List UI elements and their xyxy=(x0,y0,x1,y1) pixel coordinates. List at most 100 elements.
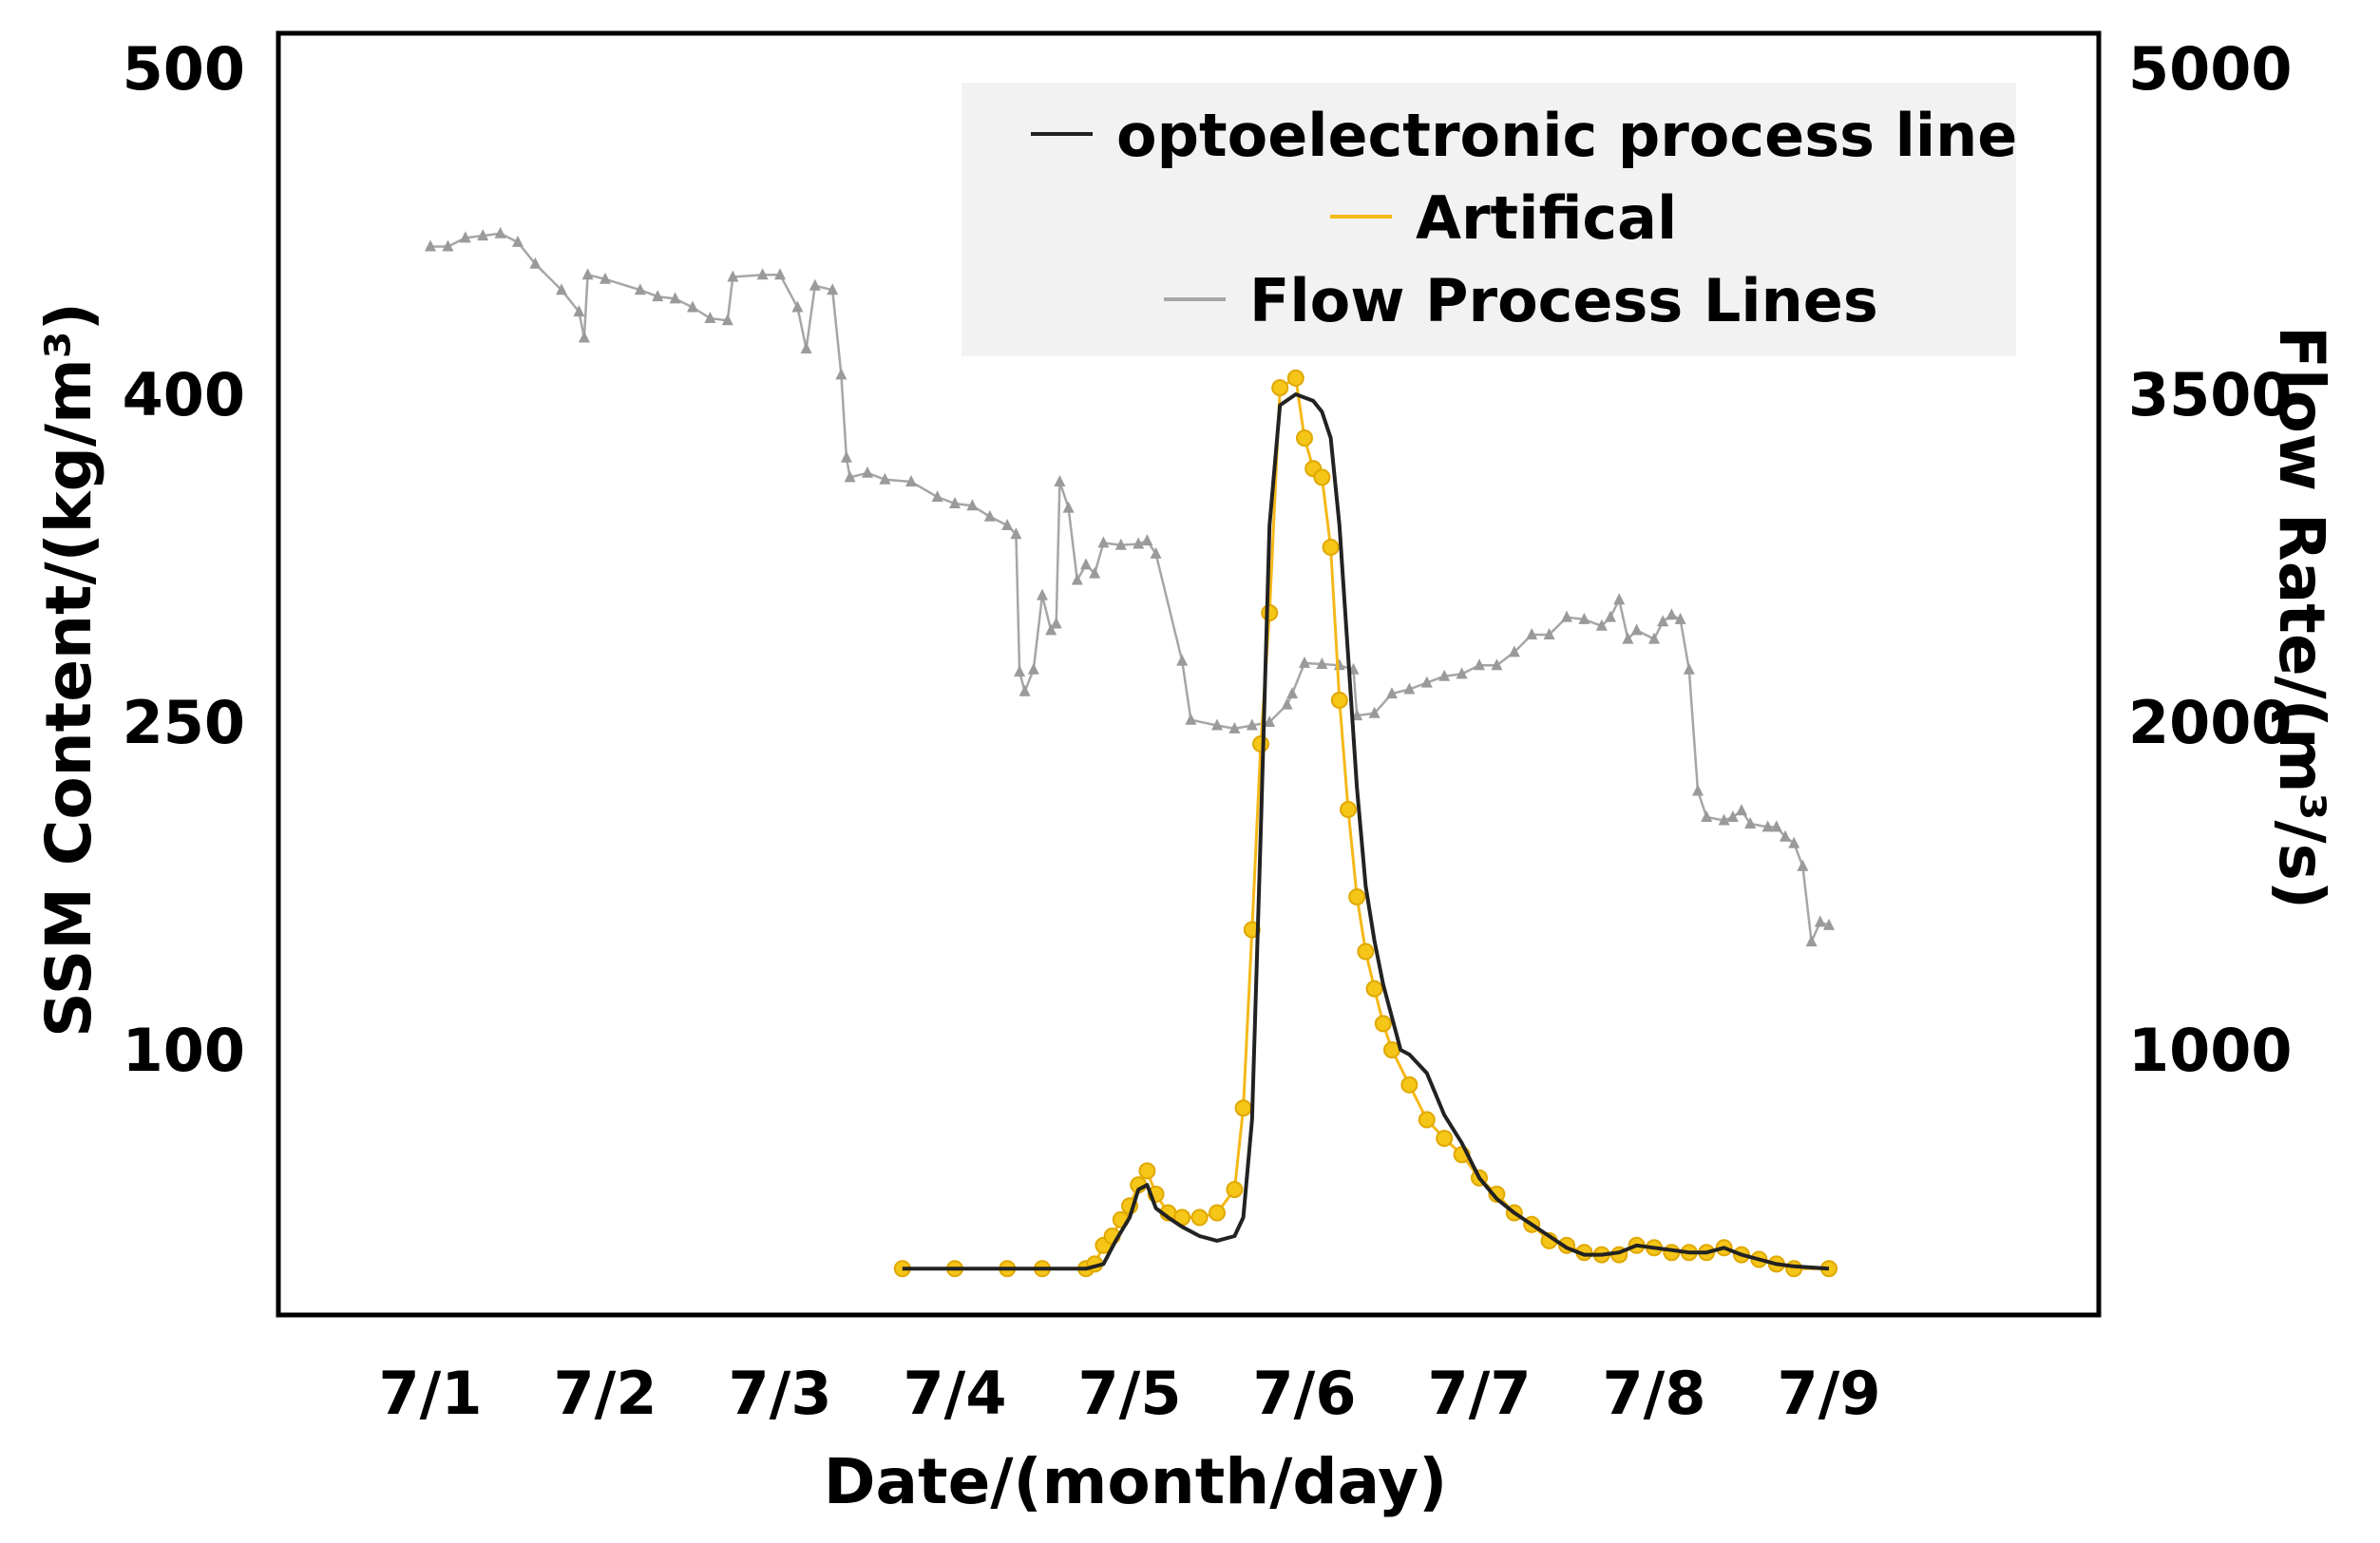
artifical-marker xyxy=(1138,1162,1156,1180)
flow-marker xyxy=(1814,915,1826,927)
legend: optoelectronic process line Artifical Fl… xyxy=(962,83,2017,356)
flow-marker xyxy=(1114,538,1127,550)
flow-marker xyxy=(1080,558,1092,570)
flow-marker xyxy=(1438,669,1451,681)
flow-marker xyxy=(1666,608,1678,620)
flow-marker xyxy=(1281,697,1293,710)
x-tick-label: 7/5 xyxy=(1078,1359,1182,1428)
artifical-marker xyxy=(1190,1209,1209,1227)
x-tick-labels: 7/1 7/2 7/3 7/4 7/5 7/6 7/7 7/8 7/9 xyxy=(379,1359,1881,1428)
flow-marker xyxy=(529,257,542,269)
flow-marker xyxy=(512,235,524,247)
flow-marker xyxy=(1797,859,1809,871)
artifical-marker xyxy=(1313,468,1331,486)
y-left-tick-label: 400 xyxy=(123,360,245,429)
artifical-marker xyxy=(1383,1041,1400,1058)
artifical-marker xyxy=(1348,888,1366,905)
artifical-marker xyxy=(1488,1185,1506,1203)
flow-marker xyxy=(1010,527,1022,540)
flow-marker xyxy=(1403,682,1416,695)
flow-marker xyxy=(1578,612,1590,624)
flow-marker xyxy=(1050,617,1062,629)
legend-label-artifical: Artifical xyxy=(1416,183,1677,253)
flow-marker xyxy=(1770,820,1782,832)
artifical-marker xyxy=(1357,943,1375,961)
flow-marker xyxy=(862,466,873,478)
flow-marker xyxy=(1474,658,1485,671)
flow-marker xyxy=(1456,667,1468,679)
flow-marker xyxy=(1150,546,1162,559)
flow-marker xyxy=(1630,623,1643,636)
y-left-tick-label: 500 xyxy=(123,34,245,104)
flow-marker xyxy=(844,470,856,483)
flow-marker xyxy=(442,239,454,252)
flow-marker xyxy=(578,331,590,343)
flow-marker xyxy=(669,292,681,304)
flow-marker xyxy=(1508,645,1520,657)
x-axis-title: Date/(month/day) xyxy=(824,1445,1448,1518)
y-right-axis-title: Flow Rate/(m³/s) xyxy=(2265,326,2338,909)
flow-marker xyxy=(1780,829,1791,842)
x-tick-label: 7/9 xyxy=(1778,1359,1881,1428)
flow-marker xyxy=(687,300,698,313)
flow-marker xyxy=(1176,654,1189,666)
flow-marker xyxy=(1420,676,1433,688)
flow-marker xyxy=(1045,623,1057,636)
flow-marker xyxy=(634,283,646,295)
artifical-marker xyxy=(1322,539,1340,556)
flow-marker xyxy=(1648,632,1660,644)
y-left-tick-label: 250 xyxy=(123,688,245,757)
x-tick-label: 7/8 xyxy=(1603,1359,1706,1428)
artifical-marker xyxy=(1400,1076,1418,1094)
flow-marker xyxy=(1211,718,1223,731)
x-tick-label: 7/6 xyxy=(1253,1359,1357,1428)
artifical-marker xyxy=(1271,379,1289,397)
flow-marker xyxy=(1141,534,1153,546)
flow-marker xyxy=(477,229,489,241)
artifical-marker xyxy=(1418,1111,1436,1129)
legend-label-flow: Flow Process Lines xyxy=(1249,266,1878,335)
flow-marker xyxy=(1823,918,1835,930)
flow-marker xyxy=(1286,687,1299,699)
flow-marker xyxy=(1089,566,1101,579)
flow-marker xyxy=(966,499,979,511)
flow-marker xyxy=(1726,810,1739,822)
flow-marker xyxy=(1264,715,1276,727)
y-right-tick-label: 3500 xyxy=(2128,360,2293,429)
flow-marker xyxy=(1674,612,1686,624)
artifical-marker xyxy=(1374,1015,1392,1033)
series-line-optoelectronic-process-line xyxy=(902,392,1830,1271)
x-tick-label: 7/7 xyxy=(1428,1359,1532,1428)
artifical-marker xyxy=(1261,604,1279,621)
artifical-marker xyxy=(1234,1099,1252,1117)
flow-marker xyxy=(1001,519,1014,530)
flow-marker xyxy=(1788,836,1800,848)
flow-marker xyxy=(1526,628,1538,639)
flow-marker xyxy=(556,283,567,295)
flow-marker xyxy=(1368,706,1380,718)
flow-marker xyxy=(1613,593,1626,605)
flow-marker xyxy=(704,312,716,323)
x-tick-label: 7/4 xyxy=(904,1359,1007,1428)
artifical-marker xyxy=(1436,1130,1454,1148)
flow-marker xyxy=(756,268,769,280)
flow-marker xyxy=(581,268,594,280)
flow-marker xyxy=(840,450,852,463)
flow-marker xyxy=(1037,588,1048,600)
flow-marker xyxy=(1683,662,1695,675)
flow-marker xyxy=(1595,619,1608,631)
x-tick-label: 7/1 xyxy=(379,1359,483,1428)
flow-marker xyxy=(1185,713,1197,725)
artifical-marker xyxy=(1330,692,1348,709)
artifical-marker xyxy=(1340,801,1357,818)
flow-marker xyxy=(1097,536,1110,548)
flow-marker xyxy=(1133,537,1145,549)
flow-marker xyxy=(809,278,821,291)
y-left-axis-title: SSM Content/(kg/m³) xyxy=(32,302,105,1038)
flow-marker xyxy=(1299,656,1310,668)
legend-label-optoelectronic: optoelectronic process line xyxy=(1116,101,2017,170)
y-right-tick-label: 2000 xyxy=(2128,688,2293,757)
flow-marker xyxy=(800,342,812,353)
flow-marker xyxy=(1692,784,1704,796)
artifical-marker xyxy=(1785,1260,1803,1278)
